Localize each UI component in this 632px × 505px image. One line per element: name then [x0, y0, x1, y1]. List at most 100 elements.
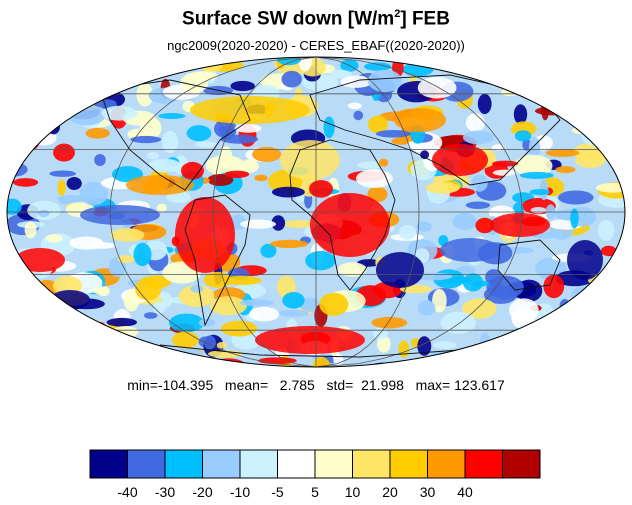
colorbar-box	[277, 449, 316, 479]
field-feature	[15, 248, 65, 272]
field-patch	[271, 186, 305, 198]
field-patch	[462, 130, 494, 145]
field-patch	[522, 138, 531, 151]
meridian-line	[109, 57, 317, 367]
field-patch	[492, 160, 519, 167]
field-patch	[144, 312, 158, 319]
field-patches	[7, 57, 625, 367]
colorbar-tick-label: -40	[117, 484, 137, 500]
field-patch	[209, 296, 247, 316]
field-patch	[271, 215, 286, 231]
field-patch	[106, 317, 137, 327]
field-patch	[514, 130, 532, 142]
field-patch	[378, 158, 389, 167]
field-feature	[440, 238, 500, 262]
colorbar-box	[502, 449, 541, 479]
colorbar-tick-label: 10	[345, 484, 361, 500]
colorbar-tick-label: -5	[271, 484, 284, 500]
field-patch	[298, 57, 312, 72]
field-patch	[66, 177, 82, 190]
meridian-line	[315, 57, 523, 367]
field-patch	[214, 120, 234, 138]
stats-line: min=-104.395 mean= 2.785 std= 21.998 max…	[127, 377, 505, 393]
map-subtitle: ngc2009(2020-2020) - CERES_EBAF((2020-20…	[167, 38, 465, 53]
field-patch	[364, 62, 392, 71]
field-feature	[567, 240, 603, 280]
coastline-path	[99, 79, 251, 191]
field-patch	[69, 236, 104, 250]
title-superscript: 2	[394, 8, 401, 20]
field-patch	[509, 298, 539, 323]
field-patch	[282, 292, 305, 309]
field-patch	[57, 179, 66, 196]
field-patch	[570, 208, 579, 229]
colorbar-box	[127, 449, 166, 479]
map-field	[7, 57, 625, 367]
field-patch	[491, 144, 505, 151]
field-patch	[329, 69, 353, 79]
graticule	[7, 57, 625, 367]
field-patch	[417, 76, 457, 99]
field-patch	[178, 285, 215, 307]
field-patch	[575, 152, 606, 169]
field-patch	[85, 127, 110, 139]
colorbar-box	[164, 449, 203, 479]
field-patch	[207, 174, 234, 186]
field-patch	[53, 143, 75, 162]
field-patch	[158, 113, 186, 119]
colorbar-box	[202, 449, 241, 479]
colorbar-box	[389, 449, 428, 479]
field-patch	[305, 251, 336, 271]
colorbar-tick-label: -10	[230, 484, 250, 500]
map-title: Surface SW down [W/m2] FEB	[0, 8, 632, 30]
field-patch	[148, 158, 181, 173]
field-patch	[452, 213, 478, 230]
field-feature	[376, 252, 424, 288]
field-patch	[198, 318, 215, 328]
field-patch	[240, 159, 259, 174]
colorbar-tick-label: -20	[192, 484, 212, 500]
field-patch	[514, 154, 553, 177]
coastline-path	[309, 74, 561, 186]
field-patch	[110, 228, 145, 242]
field-patch	[49, 170, 76, 177]
field-patch	[281, 70, 302, 88]
field-patch	[465, 201, 491, 209]
colorbar-box	[427, 449, 466, 479]
field-patch	[309, 180, 333, 198]
field-patch	[529, 189, 550, 196]
field-patch	[417, 300, 436, 316]
field-patch	[123, 289, 140, 312]
field-patch	[133, 242, 152, 267]
field-patch	[117, 255, 135, 264]
field-patch	[101, 105, 138, 121]
colorbar-tick-label: 5	[311, 484, 319, 500]
field-patch	[600, 245, 617, 257]
field-patch	[169, 313, 205, 333]
field-patch	[190, 285, 204, 293]
field-patch	[276, 309, 309, 317]
field-patch	[180, 72, 209, 93]
field-patch	[513, 104, 528, 125]
field-patch	[398, 224, 416, 240]
coastline-path	[497, 239, 561, 291]
field-patch	[475, 217, 495, 234]
field-patch	[240, 299, 274, 307]
field-patch	[555, 166, 576, 174]
meridian-line	[212, 57, 317, 367]
field-patch	[186, 125, 212, 142]
field-patch	[558, 190, 594, 205]
field-patch	[146, 152, 160, 160]
field-patch	[92, 287, 107, 295]
field-patch	[220, 134, 259, 144]
field-patch	[462, 273, 484, 292]
field-patch	[24, 221, 37, 239]
meridian-line	[315, 57, 420, 367]
field-patch	[319, 292, 349, 316]
field-feature	[310, 193, 390, 257]
field-patch	[94, 154, 106, 166]
field-patch	[353, 110, 364, 121]
field-patch	[156, 203, 167, 212]
field-feature	[190, 96, 310, 124]
